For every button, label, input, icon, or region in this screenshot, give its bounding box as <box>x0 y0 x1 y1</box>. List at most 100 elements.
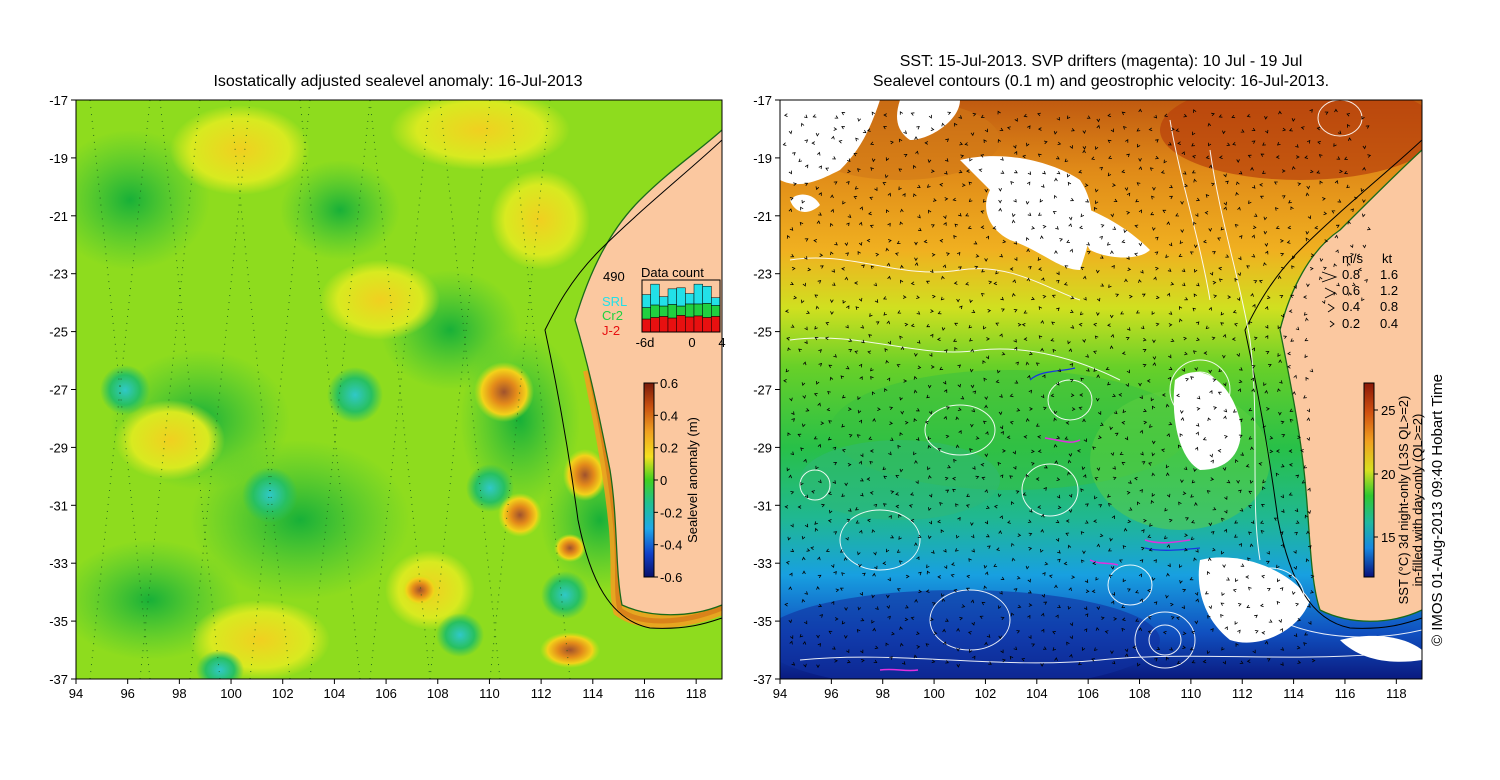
bar-cr2 <box>693 303 703 317</box>
x-tick-label: 96 <box>824 686 838 701</box>
data-count-title: Data count <box>641 265 704 280</box>
x-tick-label: 118 <box>1386 686 1407 701</box>
y-tick-label: -27 <box>753 383 772 398</box>
bar-j2 <box>711 316 721 333</box>
bar-cr2 <box>659 305 669 317</box>
velocity-legend-kt-3: 0.4 <box>1380 316 1398 331</box>
australia-land-right <box>1280 100 1422 622</box>
data-count-xtick-left: -6d <box>636 335 655 350</box>
x-tick-label: 110 <box>479 686 500 701</box>
velocity-legend-ms-1: 0.6 <box>1342 283 1360 298</box>
x-tick-label: 98 <box>172 686 186 701</box>
sst-tick-25: 25 <box>1381 403 1395 418</box>
bar-j2 <box>650 317 660 333</box>
y-tick-label: -25 <box>753 325 772 340</box>
sst-colorbar: 25 20 15 SST (°C) 3d night-only (L3S QL>… <box>1363 382 1425 605</box>
x-tick-label: 94 <box>773 686 787 701</box>
sla-colorbar-tick: 0 <box>660 473 667 488</box>
data-count-xtick-right: 4 <box>718 335 725 350</box>
legend-srl: SRL <box>602 294 627 309</box>
sla-colorbar: 0.6 0.4 0.2 0 -0.2 -0.4 -0.6 Sealevel anomaly … <box>643 376 700 585</box>
data-count-max: 490 <box>603 269 625 284</box>
y-tick-label: -31 <box>49 498 68 513</box>
x-tick-label: 102 <box>975 686 997 701</box>
data-count-bars <box>641 283 721 333</box>
y-tick-label: -21 <box>49 209 68 224</box>
bar-srl <box>667 288 677 305</box>
x-tick-label: 108 <box>427 686 449 701</box>
velocity-legend-kt-1: 1.2 <box>1380 283 1398 298</box>
y-tick-label: -17 <box>753 93 772 108</box>
x-tick-label: 96 <box>120 686 134 701</box>
x-tick-label: 116 <box>1335 686 1356 701</box>
y-tick-label: -17 <box>49 93 68 108</box>
right-panel-title-line2: Sealevel contours (0.1 m) and geostrophi… <box>873 73 1329 90</box>
data-count-xtick-zero: 0 <box>688 335 695 350</box>
x-tick-label: 100 <box>923 686 945 701</box>
x-tick-label: 112 <box>1232 686 1253 701</box>
bar-cr2 <box>650 304 660 318</box>
x-tick-label: 108 <box>1129 686 1151 701</box>
y-tick-label: -19 <box>49 151 68 166</box>
y-tick-label: -35 <box>753 614 772 629</box>
x-tick-label: 114 <box>582 686 603 701</box>
velocity-legend: m/s kt 0.8 1.6 0.6 1.2 0.4 0.8 0.2 0.4 <box>1321 251 1398 331</box>
y-tick-label: -35 <box>49 614 68 629</box>
sst-tick-20: 20 <box>1381 467 1395 482</box>
y-tick-label: -25 <box>49 325 68 340</box>
bar-srl <box>659 296 669 307</box>
sla-colorbar-tick: 0.4 <box>660 408 678 423</box>
bar-srl <box>676 287 686 307</box>
y-tick-label: -33 <box>49 556 68 571</box>
bar-cr2 <box>641 307 651 320</box>
sla-colorbar-label: Sealevel anomaly (m) <box>685 417 700 543</box>
sla-colorbar-tick: -0.4 <box>660 538 682 553</box>
x-tick-label: 100 <box>220 686 242 701</box>
sst-colorbar-label-line1: SST (°C) 3d night-only (L3S QL>=2) <box>1396 396 1411 605</box>
y-tick-label: -23 <box>753 267 772 282</box>
bar-j2 <box>641 318 651 333</box>
x-tick-label: 98 <box>875 686 889 701</box>
left-y-axis: -17 -19 -21 -23 -25 -27 -29 -31 -33 -35 -37 <box>49 93 76 687</box>
bar-srl <box>693 283 703 305</box>
x-tick-label: 118 <box>686 686 707 701</box>
bar-j2 <box>693 315 703 333</box>
sla-colorbar-tick: 0.6 <box>660 376 678 391</box>
bar-cr2 <box>702 303 712 318</box>
velocity-legend-ms-3: 0.2 <box>1342 316 1360 331</box>
velocity-legend-kt-2: 0.8 <box>1380 299 1398 314</box>
legend-j2: J-2 <box>602 323 620 338</box>
y-tick-label: -19 <box>753 151 772 166</box>
right-panel-title-line1: SST: 15-Jul-2013. SVP drifters (magenta)… <box>900 53 1303 70</box>
legend-cr2: Cr2 <box>602 308 623 323</box>
y-tick-label: -29 <box>49 440 68 455</box>
left-x-axis: 94 96 98 100 102 104 106 108 110 112 114 116 118 <box>69 679 707 701</box>
bar-cr2 <box>676 305 686 316</box>
bar-j2 <box>702 317 712 333</box>
bar-j2 <box>685 316 695 333</box>
sst-colorbar-label-line2: in-filled with day-only (QL>=2) <box>1410 414 1425 587</box>
velocity-legend-ms-2: 0.4 <box>1342 299 1360 314</box>
right-x-axis: 94 96 98 100 102 104 106 108 110 112 114 116 118 <box>773 679 1407 701</box>
y-tick-label: -31 <box>753 498 772 513</box>
data-count-inset: 490 Data count SRL Cr2 J-2 -6d 0 4 <box>602 265 726 350</box>
x-tick-label: 104 <box>324 686 346 701</box>
sst-map <box>780 100 1422 679</box>
bar-cr2 <box>711 305 721 317</box>
cloud-mask <box>780 100 1422 662</box>
x-tick-label: 104 <box>1026 686 1048 701</box>
sst-tick-15: 15 <box>1381 530 1395 545</box>
geostrophic-velocity-vectors <box>782 108 1372 669</box>
y-tick-label: -37 <box>753 672 772 687</box>
bar-srl <box>711 297 721 306</box>
y-tick-label: -33 <box>753 556 772 571</box>
velocity-legend-header-kt: kt <box>1382 251 1393 266</box>
sla-map <box>76 100 722 679</box>
x-tick-label: 102 <box>272 686 294 701</box>
bar-j2 <box>676 315 686 333</box>
sla-colorbar-tick: -0.2 <box>660 505 682 520</box>
australia-land <box>575 100 722 615</box>
x-tick-label: 94 <box>69 686 83 701</box>
